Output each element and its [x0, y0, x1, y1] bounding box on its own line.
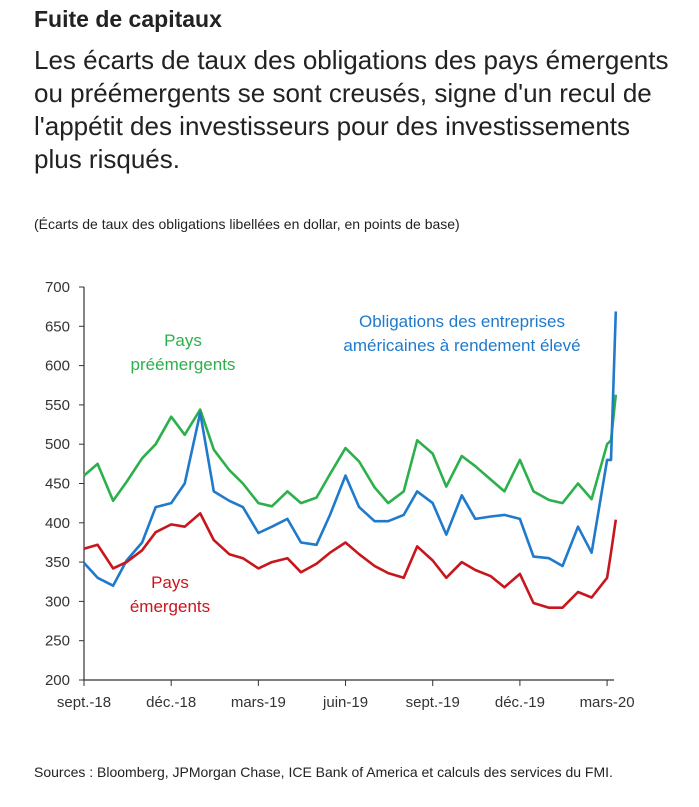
x-tick-label: sept.-18	[57, 694, 111, 711]
x-tick-label: mars-20	[580, 694, 635, 711]
x-tick-label: déc.-19	[495, 694, 545, 711]
y-tick-label: 500	[45, 436, 70, 453]
y-tick-label: 600	[45, 358, 70, 375]
x-tick-label: déc.-18	[146, 694, 196, 711]
chart-subtitle: Les écarts de taux des obligations des p…	[34, 45, 669, 174]
series-lines	[83, 311, 618, 610]
y-tick-label: 550	[45, 397, 70, 414]
y-tick-label: 350	[45, 554, 70, 571]
y-tick-label: 650	[45, 318, 70, 335]
y-tick-label: 450	[45, 476, 70, 493]
x-tick-label: sept.-19	[406, 694, 460, 711]
series-label: préémergents	[131, 355, 236, 374]
series-label: Pays	[164, 331, 202, 350]
series-line-2	[83, 512, 618, 610]
series-line-1	[83, 311, 618, 588]
series-label: Pays	[151, 573, 189, 592]
line-chart: 200 250 300 350 400 450 500 550 600 650 700 sept.-1…	[45, 279, 635, 711]
series-labels: Pays préémergents Obligations des entrepri…	[130, 312, 581, 616]
units-note: (Écarts de taux des obligations libellée…	[34, 216, 460, 232]
series-label: émergents	[130, 597, 210, 616]
sources-note: Sources : Bloomberg, JPMorgan Chase, ICE…	[34, 764, 613, 780]
axes: 200 250 300 350 400 450 500 550 600 650 700 sept.-1…	[45, 279, 635, 711]
chart-title: Fuite de capitaux	[34, 6, 222, 32]
y-tick-label: 250	[45, 633, 70, 650]
y-tick-label: 400	[45, 515, 70, 532]
series-line-0	[83, 394, 618, 508]
y-tick-label: 200	[45, 672, 70, 689]
x-tick-label: mars-19	[231, 694, 286, 711]
y-tick-label: 700	[45, 279, 70, 296]
x-tick-label: juin-19	[322, 694, 368, 711]
series-label: américaines à rendement élevé	[343, 336, 580, 355]
series-label: Obligations des entreprises	[359, 312, 565, 331]
y-tick-label: 300	[45, 593, 70, 610]
